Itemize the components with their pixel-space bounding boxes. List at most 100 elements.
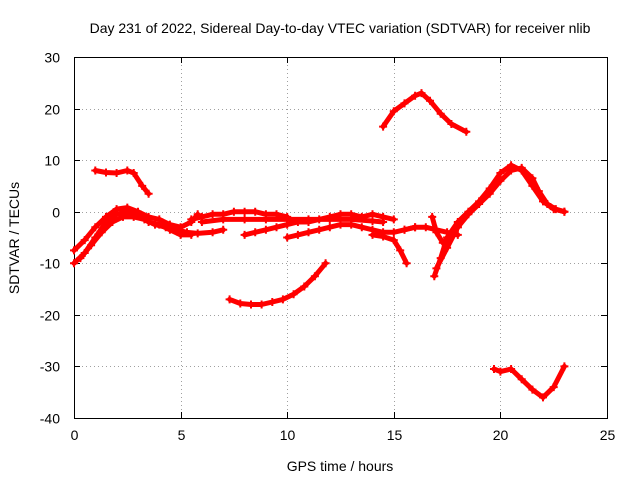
x-tick-label: 5 bbox=[178, 427, 186, 443]
data-point bbox=[70, 259, 78, 268]
data-point bbox=[426, 96, 434, 105]
y-tick-label: 10 bbox=[44, 153, 60, 169]
data-point bbox=[560, 207, 569, 216]
data-point bbox=[428, 212, 437, 221]
y-axis-label: SDTVAR / TECUs bbox=[6, 182, 22, 294]
data-point bbox=[539, 393, 547, 402]
data-point bbox=[357, 223, 366, 232]
data-point bbox=[155, 215, 164, 224]
data-point bbox=[549, 383, 558, 392]
data-point bbox=[417, 89, 426, 98]
grid bbox=[74, 57, 607, 418]
data-point bbox=[251, 207, 260, 216]
data-point bbox=[102, 168, 110, 177]
data-point bbox=[368, 210, 377, 219]
series-2 bbox=[70, 203, 202, 255]
data-point bbox=[247, 300, 255, 309]
series-4 bbox=[91, 166, 153, 198]
x-tick-label: 20 bbox=[493, 427, 509, 443]
data-point bbox=[485, 189, 494, 198]
data-point bbox=[172, 225, 181, 234]
data-point bbox=[432, 264, 441, 273]
data-point bbox=[268, 298, 277, 306]
data-point bbox=[112, 169, 121, 177]
data-point bbox=[517, 375, 526, 384]
series-15 bbox=[432, 163, 569, 273]
data-point bbox=[187, 215, 196, 224]
data-point bbox=[91, 166, 100, 175]
series-9 bbox=[225, 259, 330, 309]
data-point bbox=[475, 200, 484, 208]
data-point bbox=[278, 295, 287, 304]
data-point bbox=[462, 127, 471, 136]
data-point bbox=[123, 166, 132, 175]
data-point bbox=[261, 215, 270, 224]
data-point bbox=[251, 228, 260, 237]
data-point bbox=[436, 109, 445, 118]
data-point bbox=[293, 230, 302, 239]
data-point bbox=[112, 205, 121, 214]
data-point bbox=[347, 220, 356, 229]
data-point bbox=[347, 210, 356, 219]
x-tick-label: 0 bbox=[71, 427, 79, 443]
data-point bbox=[240, 215, 249, 224]
data-point bbox=[400, 225, 409, 234]
data-point bbox=[496, 169, 505, 177]
data-point bbox=[236, 299, 245, 308]
data-point bbox=[534, 187, 543, 196]
data-point bbox=[304, 228, 313, 237]
data-point bbox=[193, 229, 202, 238]
data-point bbox=[138, 181, 147, 190]
y-tick-label: -10 bbox=[40, 256, 60, 272]
data-point bbox=[240, 230, 249, 239]
data-point bbox=[379, 232, 388, 241]
data-point bbox=[402, 259, 411, 268]
data-point bbox=[310, 272, 319, 281]
data-point bbox=[453, 223, 462, 232]
data-point bbox=[208, 228, 217, 237]
data-point bbox=[517, 163, 526, 172]
data-point bbox=[151, 220, 159, 229]
data-point bbox=[80, 236, 89, 245]
data-point bbox=[411, 91, 420, 100]
data-point bbox=[411, 223, 420, 232]
data-point bbox=[379, 212, 388, 221]
data-point bbox=[560, 362, 569, 371]
y-tick-label: 0 bbox=[52, 205, 60, 221]
data-point bbox=[432, 228, 441, 237]
series-line bbox=[188, 209, 290, 222]
data-point bbox=[551, 205, 560, 214]
plot-frame bbox=[74, 57, 608, 419]
y-tick-label: 30 bbox=[44, 50, 60, 66]
series-3 bbox=[76, 212, 228, 263]
data-point bbox=[87, 241, 96, 250]
data-point bbox=[272, 223, 281, 232]
data-point bbox=[97, 228, 106, 237]
series-16 bbox=[490, 362, 569, 402]
data-point bbox=[528, 385, 537, 394]
x-tick-label: 25 bbox=[600, 427, 616, 443]
series-10 bbox=[379, 89, 471, 136]
series-5 bbox=[187, 207, 292, 224]
data-point bbox=[507, 365, 516, 373]
data-point bbox=[464, 210, 473, 219]
data-point bbox=[123, 203, 132, 212]
data-point bbox=[208, 210, 217, 219]
y-tick-label: -40 bbox=[40, 411, 60, 427]
data-point bbox=[304, 218, 313, 226]
data-point bbox=[400, 99, 409, 108]
data-point bbox=[379, 122, 388, 131]
data-point bbox=[507, 166, 516, 175]
data-point bbox=[421, 223, 430, 232]
data-point bbox=[396, 246, 405, 255]
data-point bbox=[325, 212, 334, 221]
data-point bbox=[261, 225, 270, 234]
data-point bbox=[368, 217, 377, 225]
data-point bbox=[70, 246, 78, 255]
data-point bbox=[219, 225, 228, 234]
data-point bbox=[447, 120, 456, 128]
data-point bbox=[543, 200, 552, 208]
y-tick-labels: 30 20 10 0 -10 -20 -30 -40 bbox=[40, 50, 60, 427]
data-point bbox=[389, 228, 398, 237]
